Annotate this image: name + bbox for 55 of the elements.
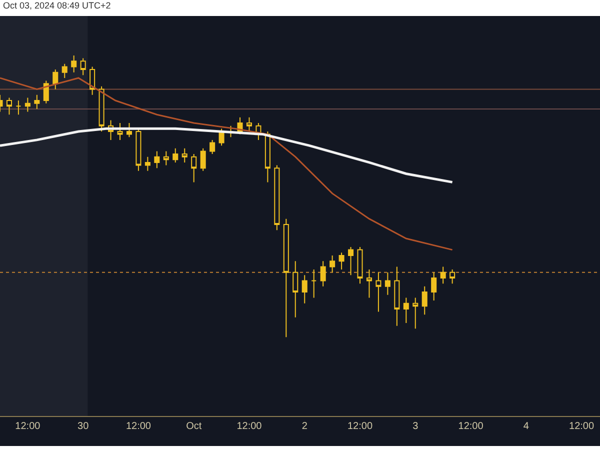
candlestick <box>357 246 363 284</box>
candlestick <box>172 148 178 163</box>
candlestick <box>98 86 104 132</box>
candlestick <box>126 122 132 138</box>
candlestick <box>450 269 456 284</box>
candlestick <box>200 148 206 172</box>
x-tick-label: 12:00 <box>458 421 484 432</box>
candlestick <box>62 63 68 78</box>
candlestick <box>246 116 252 132</box>
candlestick <box>144 156 150 172</box>
candlestick <box>422 286 428 316</box>
candlestick <box>440 266 446 284</box>
candlestick <box>311 269 317 298</box>
candlestick <box>117 122 123 140</box>
x-tick-label: 12:00 <box>347 421 373 432</box>
candlestick <box>338 252 344 270</box>
candlestick <box>384 272 390 296</box>
candlestick <box>24 97 30 112</box>
candlestick <box>330 254 336 273</box>
candlestick <box>136 128 142 172</box>
candlestick <box>52 69 58 90</box>
candlestick <box>6 97 12 116</box>
candlestick <box>90 66 96 96</box>
candlestick <box>16 100 22 116</box>
candlestick <box>376 272 382 312</box>
candlestick <box>43 80 49 104</box>
candlestick <box>154 150 160 169</box>
candlestick <box>210 139 216 155</box>
x-tick-label: 12:00 <box>15 421 41 432</box>
x-tick-label: 4 <box>523 421 530 432</box>
candlestick <box>182 148 188 163</box>
candlestick <box>274 164 280 231</box>
x-tick-label: 12:00 <box>126 421 152 432</box>
candlestick <box>292 260 298 318</box>
candlestick <box>34 94 40 110</box>
candlestick <box>366 269 372 298</box>
x-tick-label: 3 <box>412 421 419 432</box>
x-tick-label: 2 <box>302 421 308 432</box>
candlestick <box>264 130 270 183</box>
candlestick <box>163 150 169 166</box>
x-tick-label: 12:00 <box>236 421 262 432</box>
x-tick-label: 12:00 <box>569 421 594 432</box>
candlestick <box>71 54 77 73</box>
candlestick <box>403 297 409 324</box>
candlestick <box>320 260 326 287</box>
candlestick <box>302 274 308 304</box>
x-tick-label: Oct <box>186 421 202 432</box>
chart-title: Oct 03, 2024 08:49 UTC+2 <box>3 0 111 11</box>
candlestick <box>348 246 354 276</box>
x-tick-label: 30 <box>78 421 90 432</box>
candlestick <box>283 218 289 338</box>
candlestick <box>412 297 418 330</box>
candlestick <box>431 272 437 302</box>
candlestick <box>191 154 197 183</box>
candlestick <box>394 266 400 326</box>
